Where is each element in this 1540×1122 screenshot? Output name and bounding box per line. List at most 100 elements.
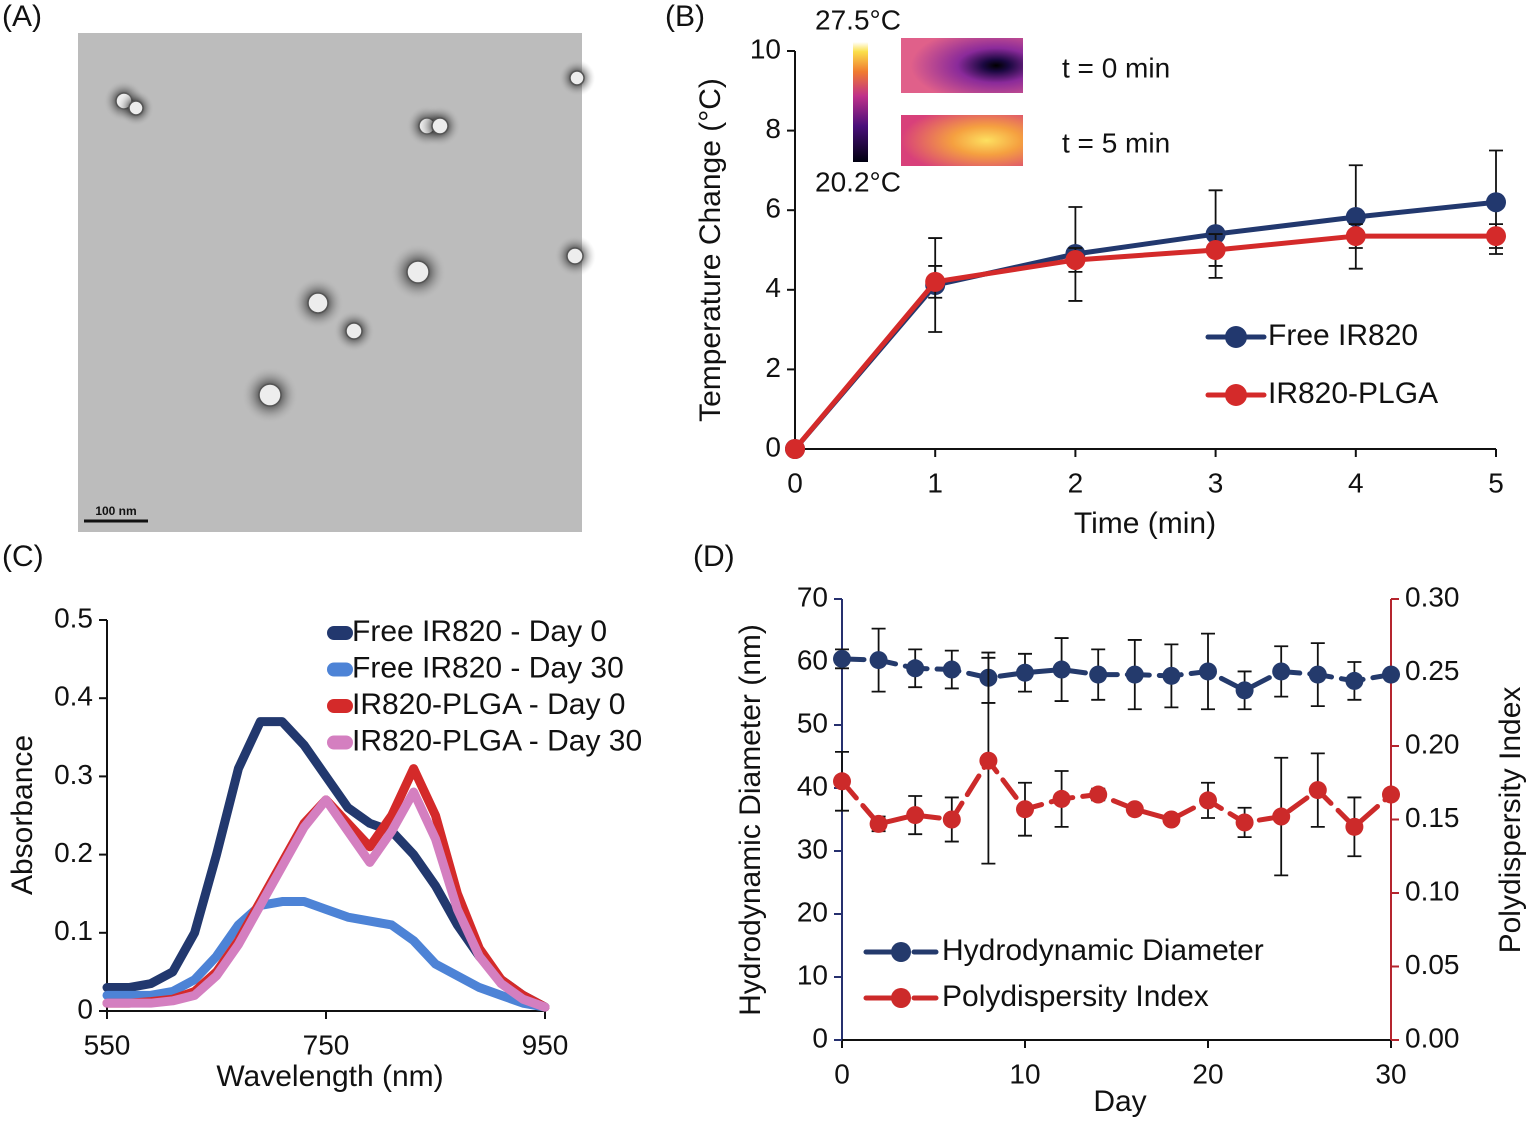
marker bbox=[1345, 206, 1366, 227]
x-tick-label: 0 bbox=[787, 467, 803, 498]
marker bbox=[1345, 817, 1364, 836]
inset-label: t = 0 min bbox=[1062, 52, 1170, 83]
legend-marker bbox=[891, 988, 911, 1008]
y-tick-label: 0 bbox=[812, 1022, 828, 1053]
legend-label: IR820-PLGA - Day 30 bbox=[352, 724, 642, 757]
y-axis-title: Hydrodynamic Diameter (nm) bbox=[734, 624, 767, 1016]
marker bbox=[1162, 810, 1181, 829]
y-tick-label: 0 bbox=[77, 993, 93, 1024]
legend-label: Free IR820 - Day 0 bbox=[352, 615, 607, 648]
marker bbox=[1345, 671, 1364, 690]
y2-tick-label: 0.25 bbox=[1405, 655, 1460, 686]
legend-marker bbox=[891, 942, 911, 962]
marker bbox=[1199, 791, 1217, 810]
y2-tick-label: 0.20 bbox=[1405, 728, 1460, 759]
marker bbox=[1308, 665, 1327, 684]
marker bbox=[1162, 666, 1181, 685]
marker bbox=[906, 806, 925, 825]
legend-label: Hydrodynamic Diameter bbox=[942, 934, 1264, 967]
series-line bbox=[102, 787, 550, 1012]
marker bbox=[1199, 662, 1217, 681]
y-tick-label: 6 bbox=[765, 193, 781, 224]
marker bbox=[1235, 813, 1254, 832]
y-tick-label: 0.3 bbox=[54, 759, 93, 790]
x-tick-label: 1 bbox=[927, 467, 943, 498]
particle bbox=[569, 70, 585, 86]
y-tick-label: 20 bbox=[797, 896, 828, 927]
marker bbox=[942, 810, 961, 829]
x-tick-label: 20 bbox=[1192, 1058, 1223, 1089]
y-tick-label: 0.5 bbox=[54, 602, 93, 633]
marker bbox=[1016, 663, 1034, 682]
x-tick-label: 950 bbox=[522, 1029, 569, 1060]
panel-label: (D) bbox=[693, 540, 735, 573]
scale-bar-label: 100 nm bbox=[95, 504, 136, 518]
marker bbox=[1089, 785, 1108, 804]
x-tick-label: 0 bbox=[834, 1058, 850, 1089]
x-tick-label: 5 bbox=[1488, 467, 1504, 498]
marker bbox=[925, 271, 946, 292]
legend-marker bbox=[1225, 384, 1247, 406]
y-tick-label: 0 bbox=[765, 431, 781, 462]
y2-axis-title: Polydispersity Index bbox=[1494, 687, 1527, 954]
inset-label: t = 5 min bbox=[1062, 127, 1170, 158]
marker bbox=[1272, 662, 1291, 681]
thermal-image-5 bbox=[901, 115, 1023, 166]
colorbar-min: 20.2°C bbox=[815, 166, 901, 197]
colorbar bbox=[853, 42, 868, 162]
series-line bbox=[839, 656, 1394, 693]
y-tick-label: 0.1 bbox=[54, 915, 93, 946]
y-tick-label: 60 bbox=[797, 644, 828, 675]
marker bbox=[1382, 665, 1400, 684]
x-tick-label: 3 bbox=[1208, 467, 1224, 498]
series-line bbox=[102, 717, 550, 1012]
marker bbox=[906, 659, 925, 678]
marker bbox=[1125, 800, 1144, 819]
marker bbox=[979, 751, 998, 770]
y-tick-label: 30 bbox=[797, 833, 828, 864]
panel-label: (B) bbox=[665, 0, 705, 33]
y-tick-label: 8 bbox=[765, 113, 781, 144]
y2-tick-label: 0.00 bbox=[1405, 1022, 1460, 1053]
x-tick-label: 750 bbox=[303, 1029, 350, 1060]
marker bbox=[833, 649, 851, 668]
x-axis-title: Wavelength (nm) bbox=[216, 1060, 443, 1093]
y-axis-title: Temperature Change (°C) bbox=[694, 78, 727, 422]
particle bbox=[345, 322, 363, 340]
y2-tick-label: 0.30 bbox=[1405, 581, 1460, 612]
particle bbox=[258, 383, 282, 407]
marker bbox=[869, 814, 888, 833]
y-tick-label: 2 bbox=[765, 352, 781, 383]
y2-tick-label: 0.15 bbox=[1405, 802, 1460, 833]
x-tick-label: 4 bbox=[1348, 467, 1364, 498]
particle bbox=[307, 292, 329, 314]
y-tick-label: 40 bbox=[797, 770, 828, 801]
panel-label: (C) bbox=[2, 540, 44, 573]
x-tick-label: 30 bbox=[1375, 1058, 1406, 1089]
series-line bbox=[792, 233, 1499, 452]
legend-label: IR820-PLGA - Day 0 bbox=[352, 688, 625, 721]
particle bbox=[566, 247, 584, 265]
x-tick-label: 2 bbox=[1068, 467, 1084, 498]
colorbar-max: 27.5°C bbox=[815, 4, 901, 35]
marker bbox=[1089, 665, 1108, 684]
y-tick-label: 10 bbox=[797, 959, 828, 990]
marker bbox=[1065, 249, 1086, 270]
marker bbox=[1125, 665, 1144, 684]
y2-tick-label: 0.10 bbox=[1405, 875, 1460, 906]
marker bbox=[1235, 681, 1254, 700]
panel-label: (A) bbox=[2, 0, 42, 33]
x-axis-title: Time (min) bbox=[1074, 507, 1216, 540]
particle bbox=[431, 117, 449, 135]
y-tick-label: 10 bbox=[750, 33, 781, 64]
marker bbox=[1052, 660, 1071, 679]
x-axis-title: Day bbox=[1093, 1085, 1146, 1118]
y-axis-title: Absorbance bbox=[6, 735, 39, 895]
x-tick-label: 10 bbox=[1009, 1058, 1040, 1089]
marker bbox=[785, 439, 805, 459]
series-line bbox=[839, 758, 1394, 830]
thermal-image-0 bbox=[901, 38, 1023, 93]
marker bbox=[1345, 226, 1366, 247]
y-tick-label: 50 bbox=[797, 707, 828, 738]
